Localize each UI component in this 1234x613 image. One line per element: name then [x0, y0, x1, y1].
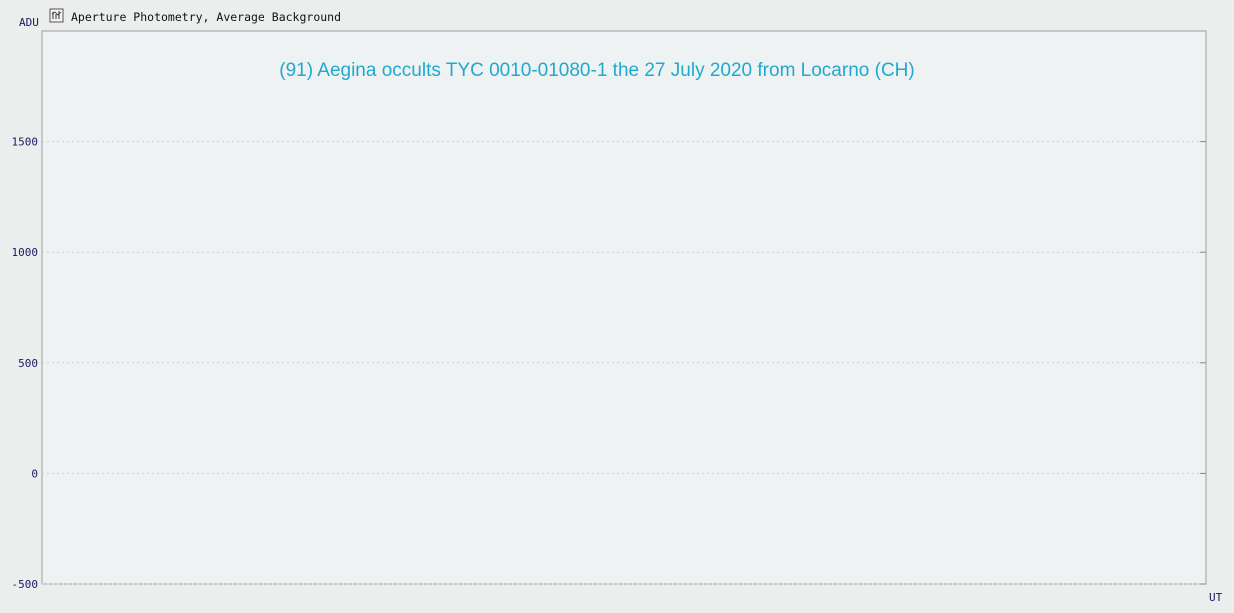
y-tick-label: 500: [18, 357, 38, 370]
y-tick-label: 1000: [12, 246, 39, 259]
plot-area: [41, 30, 1207, 585]
y-tick-label: 0: [31, 467, 38, 480]
photometry-icon[interactable]: [49, 8, 64, 23]
y-tick-label: 1500: [12, 136, 39, 149]
y-axis-label: ADU: [19, 16, 39, 29]
y-axis-ticks: -500 0 500 1000 1500: [12, 136, 1206, 591]
y-tick-label: -500: [12, 578, 39, 591]
window-header: Aperture Photometry, Average Background: [49, 8, 341, 24]
window-title: Aperture Photometry, Average Background: [71, 10, 341, 24]
grid: [42, 141, 1206, 585]
x-axis-label: UT: [1209, 591, 1223, 604]
chart-title: (91) Aegina occults TYC 0010-01080-1 the…: [279, 60, 914, 81]
